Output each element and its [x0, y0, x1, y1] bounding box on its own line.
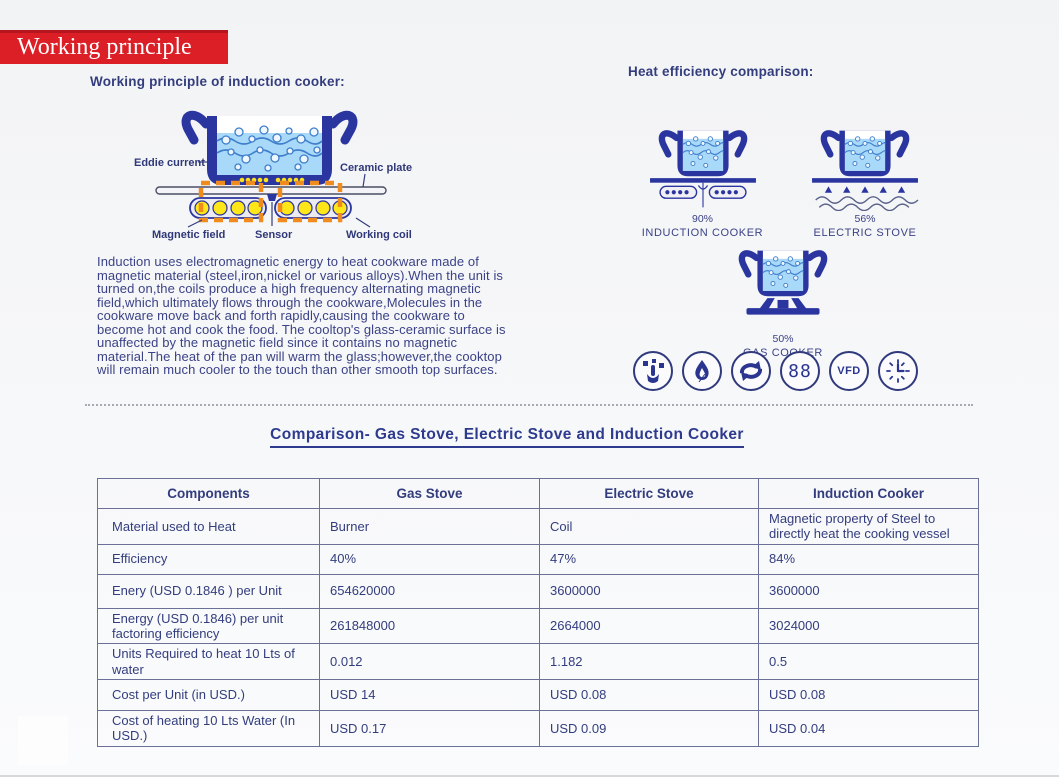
- working-coil-label: Working coil: [346, 229, 412, 241]
- electric-caption: ELECTRIC STOVE: [813, 227, 917, 239]
- magnetic-field-label: Magnetic field: [152, 229, 225, 241]
- cell: 1.182: [539, 643, 759, 680]
- row-label: Material used to Heat: [97, 508, 320, 545]
- row-label: Cost of heating 10 Lts Water (In USD.): [97, 709, 320, 747]
- induction-cooker-figure: 90% INDUCTION COOKER: [641, 127, 764, 239]
- water-bubbles: [221, 125, 321, 172]
- sensor-label: Sensor: [255, 229, 293, 241]
- pot-handle-left-icon: [181, 110, 211, 145]
- cell: 261848000: [319, 607, 540, 645]
- header-gas-stove: Gas Stove: [319, 478, 540, 509]
- vfd-display-icon: VFD: [829, 351, 869, 391]
- table-row: Energy (USD 0.1846) per unit factoring e…: [97, 607, 979, 645]
- row-label: Units Required to heat 10 Lts of water: [97, 643, 320, 680]
- table-row: Efficiency 40% 47% 84%: [97, 543, 979, 575]
- comparison-title: Comparison- Gas Stove, Electric Stove an…: [107, 426, 907, 448]
- electric-stove-figure: 56% ELECTRIC STOVE: [806, 127, 924, 239]
- table-row: Cost of heating 10 Lts Water (In USD.) U…: [97, 709, 979, 747]
- cell: USD 0.08: [539, 678, 759, 711]
- cell: 47%: [539, 543, 759, 575]
- cell: USD 0.08: [758, 678, 979, 711]
- cell: 3024000: [758, 607, 979, 645]
- cell: 84%: [758, 543, 979, 575]
- induction-cooker-icon: [649, 127, 756, 208]
- induction-working-diagram: Eddie current Ceramic plate Magnetic fie…: [134, 110, 412, 241]
- gas-cooker-icon: [728, 247, 838, 315]
- electric-stove-icon: [812, 127, 919, 211]
- electric-percent: 56%: [854, 213, 876, 225]
- ceramic-plate-shape: [155, 186, 387, 195]
- induction-caption: INDUCTION COOKER: [641, 227, 764, 239]
- heat-efficiency-heading: Heat efficiency comparison:: [628, 64, 814, 79]
- table-row: Cost per Unit (in USD.) USD 14 USD 0.08 …: [97, 678, 979, 711]
- table-header-row: Components Gas Stove Electric Stove Indu…: [97, 478, 979, 509]
- eddie-current-label: Eddie current: [134, 157, 205, 169]
- cell: USD 14: [319, 678, 540, 711]
- cell: USD 0.09: [539, 709, 759, 747]
- cell: 3600000: [758, 573, 979, 609]
- magnetic-field-dashes: [198, 180, 343, 223]
- pot-handle-right-icon: [328, 110, 358, 145]
- corner-highlight: [18, 716, 68, 765]
- cell: 40%: [319, 543, 540, 575]
- comparison-table: Components Gas Stove Electric Stove Indu…: [97, 478, 979, 747]
- recycle-arrows-icon: [731, 351, 771, 391]
- induction-percent: 90%: [691, 213, 713, 225]
- vfd-display-text: VFD: [837, 365, 861, 377]
- row-label: Energy (USD 0.1846) per unit factoring e…: [97, 607, 320, 645]
- gas-percent: 50%: [772, 333, 794, 345]
- cell: USD 0.17: [319, 709, 540, 747]
- table-row: Enery (USD 0.1846 ) per Unit 654620000 3…: [97, 573, 979, 609]
- cell: 2664000: [539, 607, 759, 645]
- header-components: Components: [97, 478, 320, 509]
- label-leader-lines: [187, 161, 371, 228]
- row-label: Efficiency: [97, 543, 320, 575]
- ceramic-plate-label: Ceramic plate: [340, 162, 412, 174]
- cell: 0.5: [758, 643, 979, 680]
- timer-clock-icon: [878, 351, 918, 391]
- row-label: Cost per Unit (in USD.): [97, 678, 320, 711]
- cell: 3600000: [539, 573, 759, 609]
- flame-icon: [682, 351, 722, 391]
- table-row: Material used to Heat Burner Coil Magnet…: [97, 508, 979, 545]
- digital-display-text: 88: [788, 360, 812, 382]
- table-row: Units Required to heat 10 Lts of water 0…: [97, 643, 979, 680]
- comparison-title-text: Comparison- Gas Stove, Electric Stove an…: [270, 426, 744, 448]
- induction-description: Induction uses electromagnetic energy to…: [97, 254, 506, 377]
- left-section-heading: Working principle of induction cooker:: [90, 74, 345, 89]
- cell: 654620000: [319, 573, 540, 609]
- row-label: Enery (USD 0.1846 ) per Unit: [97, 573, 320, 609]
- gas-cooker-figure: 50% GAS COOKER: [723, 247, 843, 359]
- cell: USD 0.04: [758, 709, 979, 747]
- sensor-shape: [267, 194, 277, 201]
- dotted-separator: [85, 404, 973, 406]
- touch-control-icon: [633, 351, 673, 391]
- working-principle-banner: Working principle: [0, 30, 228, 64]
- digital-display-icon: 88: [780, 351, 820, 391]
- header-electric-stove: Electric Stove: [539, 478, 759, 509]
- header-induction-cooker: Induction Cooker: [758, 478, 979, 509]
- cell: Coil: [539, 508, 759, 545]
- working-coil-circles: [194, 200, 348, 216]
- feature-icons-row: 88 VFD: [633, 351, 918, 391]
- cell: Magnetic property of Steel to directly h…: [758, 508, 979, 545]
- bottom-edge-line: [0, 775, 1059, 777]
- coil-housing-left: [189, 197, 267, 219]
- cell: 0.012: [319, 643, 540, 680]
- cell: Burner: [319, 508, 540, 545]
